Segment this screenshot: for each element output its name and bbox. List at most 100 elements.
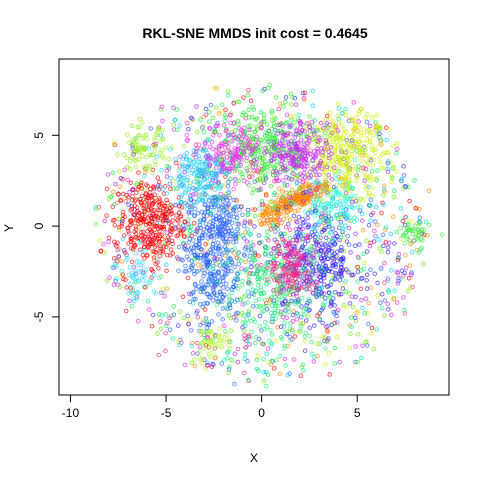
scatter-point	[241, 313, 247, 318]
scatter-point	[143, 167, 149, 172]
scatter-point	[250, 190, 255, 196]
scatter-point	[231, 101, 236, 106]
scatter-point	[234, 154, 239, 159]
scatter-point	[406, 276, 412, 281]
y-tick-label: -5	[32, 311, 46, 322]
scatter-point	[158, 249, 163, 254]
scatter-point	[134, 181, 140, 186]
scatter-point	[277, 217, 282, 223]
scatter-point	[258, 186, 264, 191]
scatter-point	[261, 370, 267, 375]
scatter-point	[235, 221, 240, 227]
scatter-point	[171, 127, 177, 132]
scatter-point	[398, 236, 404, 242]
scatter-point	[264, 122, 270, 127]
scatter-point	[249, 147, 254, 153]
scatter-point	[295, 258, 301, 264]
scatter-point	[202, 140, 208, 145]
scatter-point	[379, 210, 384, 216]
scatter-point	[218, 151, 224, 157]
scatter-point	[317, 316, 323, 322]
scatter-point	[303, 189, 309, 195]
scatter-point	[357, 147, 363, 153]
scatter-point	[370, 133, 376, 138]
scatter-point	[353, 359, 358, 365]
scatter-point	[247, 164, 253, 169]
scatter-point	[343, 289, 349, 295]
scatter-point	[304, 286, 310, 292]
scatter-point	[177, 123, 182, 128]
scatter-point	[146, 146, 152, 151]
scatter-point	[168, 232, 173, 237]
scatter-point	[190, 350, 196, 356]
scatter-point	[278, 233, 283, 238]
scatter-point	[161, 191, 167, 196]
scatter-point	[197, 241, 202, 246]
scatter-point	[239, 282, 244, 288]
scatter-point	[120, 177, 125, 182]
scatter-point	[163, 348, 168, 354]
scatter-point	[289, 177, 295, 182]
scatter-point	[288, 122, 293, 128]
scatter-point	[202, 202, 208, 208]
scatter-point	[267, 253, 272, 259]
scatter-point	[328, 304, 333, 309]
scatter-point	[197, 302, 203, 307]
scatter-point	[196, 193, 201, 199]
scatter-point	[146, 245, 151, 251]
scatter-point	[149, 152, 154, 158]
scatter-point	[221, 122, 227, 128]
scatter-point	[222, 244, 228, 249]
scatter-point	[326, 268, 332, 274]
scatter-point	[213, 148, 219, 153]
scatter-point	[278, 231, 284, 236]
scatter-point	[261, 290, 267, 296]
scatter-point	[332, 145, 338, 150]
scatter-point	[389, 312, 394, 318]
scatter-point	[225, 356, 230, 361]
scatter-point	[261, 165, 267, 170]
scatter-point	[326, 149, 332, 154]
scatter-point	[258, 212, 263, 218]
scatter-point	[302, 90, 308, 96]
scatter-point	[263, 174, 268, 180]
scatter-point	[337, 212, 343, 217]
scatter-point	[275, 226, 281, 232]
scatter-point	[213, 187, 218, 192]
scatter-point	[158, 107, 164, 112]
scatter-point	[249, 240, 254, 245]
scatter-point	[123, 199, 129, 204]
scatter-point	[401, 295, 406, 300]
scatter-point	[235, 359, 241, 365]
scatter-point	[301, 368, 306, 373]
scatter-point	[173, 157, 178, 162]
scatter-point	[210, 246, 216, 252]
scatter-point	[249, 260, 254, 266]
scatter-point	[137, 269, 142, 275]
scatter-point	[122, 167, 127, 173]
scatter-point	[385, 169, 391, 174]
scatter-point	[219, 252, 225, 257]
scatter-point	[295, 248, 301, 254]
scatter-point	[107, 275, 112, 280]
scatter-point	[199, 341, 205, 346]
scatter-point	[243, 259, 248, 265]
scatter-point	[207, 144, 213, 150]
scatter-point	[124, 155, 129, 161]
scatter-point	[157, 196, 162, 201]
scatter-point	[201, 114, 207, 120]
scatter-point	[249, 174, 255, 179]
scatter-point	[158, 319, 163, 324]
scatter-point	[311, 149, 317, 154]
scatter-point	[369, 331, 374, 336]
scatter-point	[275, 128, 281, 134]
scatter-point	[218, 282, 224, 288]
scatter-point	[296, 299, 302, 305]
scatter-point	[225, 89, 231, 94]
scatter-point	[143, 284, 148, 290]
scatter-point	[322, 117, 328, 122]
scatter-point	[337, 190, 342, 195]
scatter-point	[232, 264, 238, 270]
scatter-point	[164, 244, 169, 250]
scatter-point	[129, 303, 134, 309]
